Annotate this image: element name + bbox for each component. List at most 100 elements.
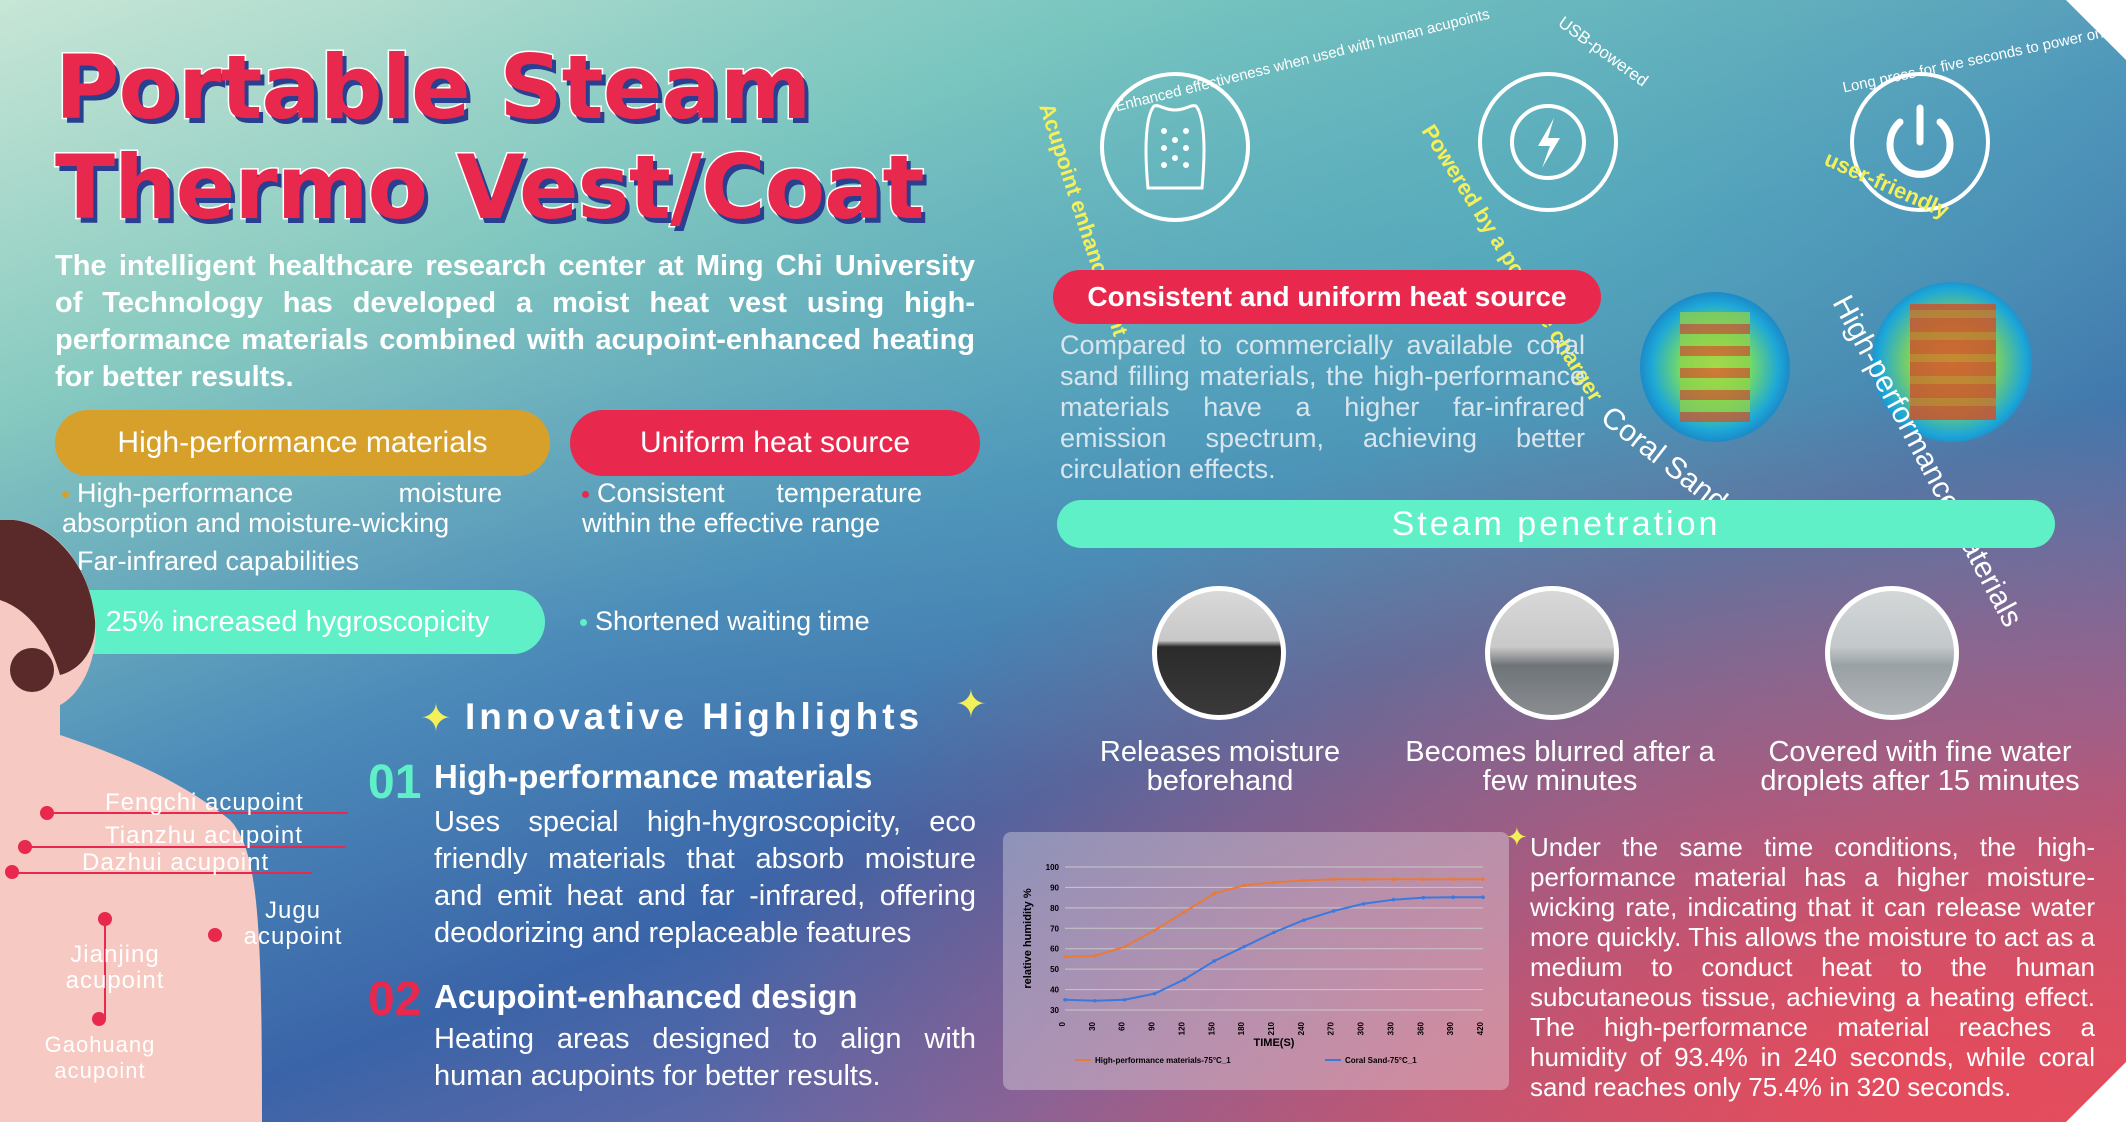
y-tick-label: 60 (1050, 945, 1059, 954)
data-point (1212, 891, 1217, 896)
data-point (1272, 930, 1276, 935)
bullet-dot (62, 491, 69, 499)
spine-line (104, 920, 106, 1020)
page-title: Portable Steam Thermo Vest/Coat (54, 36, 927, 239)
dazhui-line (12, 872, 312, 874)
highlight-text: Heating areas designed to align with hum… (434, 1023, 976, 1092)
highlight-text: Uses special high-hygroscopicity, eco fr… (434, 806, 976, 949)
x-tick-label: 180 (1237, 1021, 1246, 1035)
corner-cut (2066, 1062, 2126, 1122)
data-point (1242, 944, 1246, 949)
x-axis-label: TIME(S) (1254, 1037, 1295, 1049)
data-point (1331, 877, 1336, 882)
x-tick-label: 60 (1118, 1021, 1127, 1030)
body-acupoint-icon (1144, 104, 1206, 190)
highlight-number: 01 (368, 756, 422, 809)
data-point (1451, 895, 1455, 900)
thermal-image-coral-sand (1640, 292, 1790, 442)
data-point (1361, 901, 1366, 906)
y-axis-label: relative humidity % (1022, 888, 1034, 988)
gaohuang-dot (92, 1012, 106, 1026)
x-tick-label: 240 (1297, 1021, 1306, 1035)
y-tick-label: 50 (1050, 965, 1059, 974)
hp-materials-pill: High-performance materials (55, 410, 550, 476)
jianjing-dot (98, 912, 112, 926)
y-tick-label: 100 (1046, 863, 1060, 872)
heat-source-pill: Consistent and uniform heat source (1053, 270, 1601, 324)
data-point (1212, 959, 1217, 963)
steam-photo-2 (1485, 586, 1619, 720)
data-point (1331, 909, 1336, 913)
body-acupoint-icon (1100, 72, 1250, 222)
thermal-image-hp-materials (1872, 282, 2032, 442)
chart-caption: Under the same time conditions, the high… (1530, 832, 2095, 1102)
hygro-pill: 25% increased hygroscopicity (50, 590, 545, 654)
sparkle-icon: ✦ (1506, 822, 1528, 852)
data-point (1152, 991, 1157, 996)
sparkle-icon: ✦ (955, 684, 987, 726)
fengchi-dot (40, 806, 54, 820)
power-icon (1886, 104, 1954, 178)
heat-source-text: Compared to commercially available coral… (1060, 330, 1585, 484)
data-point (1063, 997, 1067, 1002)
x-tick-label: 420 (1476, 1021, 1485, 1035)
x-tick-label: 120 (1177, 1021, 1186, 1035)
data-point (1272, 880, 1276, 885)
x-tick-label: 0 (1058, 1021, 1067, 1026)
x-tick-label: 270 (1327, 1021, 1336, 1035)
x-tick-label: 150 (1207, 1021, 1216, 1035)
thermal-pattern (1680, 312, 1750, 422)
data-point (1122, 997, 1127, 1002)
highlight-number: 02 (368, 973, 422, 1026)
jugu-label: Jugu acupoint (243, 897, 343, 950)
data-point (1182, 977, 1187, 982)
uniform-heat-pill: Uniform heat source (570, 410, 980, 476)
y-tick-label: 40 (1050, 986, 1059, 995)
data-point (1302, 918, 1306, 922)
data-point (1451, 877, 1455, 882)
data-point (1421, 877, 1426, 882)
data-point (1481, 895, 1485, 900)
x-tick-label: 390 (1446, 1021, 1455, 1035)
steam-pill: Steam penetration (1057, 500, 2055, 548)
jugu-dot (208, 928, 222, 942)
hp-bullet-1: High-performance moisture absorption and… (62, 478, 502, 538)
humidity-chart: 30 40 50 60 70 80 90 100 0 30 60 90 120 150 180 210 240 2… (1022, 863, 1485, 1065)
thermal-pattern (1910, 304, 1996, 420)
data-point (1361, 877, 1366, 882)
hp-bullet-2: Far-infrared capabilities (62, 546, 359, 576)
x-tick-label: 90 (1148, 1021, 1157, 1030)
y-tick-label: 30 (1050, 1006, 1059, 1015)
legend-label: High-performance materials-75°C_1 (1095, 1056, 1231, 1065)
uniform-bullet-1: Consistent temperature within the effect… (582, 478, 922, 538)
tianzhu-label: Tianzhu acupoint (105, 822, 303, 849)
intro-paragraph: The intelligent healthcare research cent… (55, 250, 975, 393)
y-tick-label: 80 (1050, 904, 1059, 913)
x-tick-label: 300 (1357, 1021, 1366, 1035)
bullet-dot (580, 619, 587, 627)
sparkle-icon: ✦ (420, 698, 452, 740)
steam-photo-3 (1825, 586, 1959, 720)
highlight-heading: Acupoint-enhanced design (434, 978, 858, 1015)
y-tick-label: 90 (1050, 883, 1059, 892)
data-point (1302, 878, 1306, 883)
jianjing-label: Jianjing acupoint (65, 941, 165, 994)
data-point (1421, 895, 1426, 900)
figure-illustration (0, 520, 262, 1122)
data-point (1122, 944, 1127, 949)
usb-plug-icon (1510, 104, 1586, 180)
steam-caption: Covered with fine water droplets after 1… (1760, 736, 2080, 797)
tianzhu-line (25, 846, 345, 848)
steam-caption: Releases moisture beforehand (1099, 736, 1341, 797)
data-point (1391, 877, 1396, 882)
usb-plug-icon (1478, 72, 1618, 212)
gaohuang-label: Gaohuang acupoint (44, 1032, 156, 1083)
data-point (1481, 877, 1485, 882)
highlight-heading: High-performance materials (434, 758, 873, 795)
data-point (1093, 999, 1097, 1003)
legend-label: Coral Sand-75°C_1 (1345, 1056, 1417, 1065)
dazhui-label: Dazhui acupoint (82, 849, 270, 876)
series-line (1064, 878, 1483, 958)
bullet-dot (582, 491, 589, 499)
